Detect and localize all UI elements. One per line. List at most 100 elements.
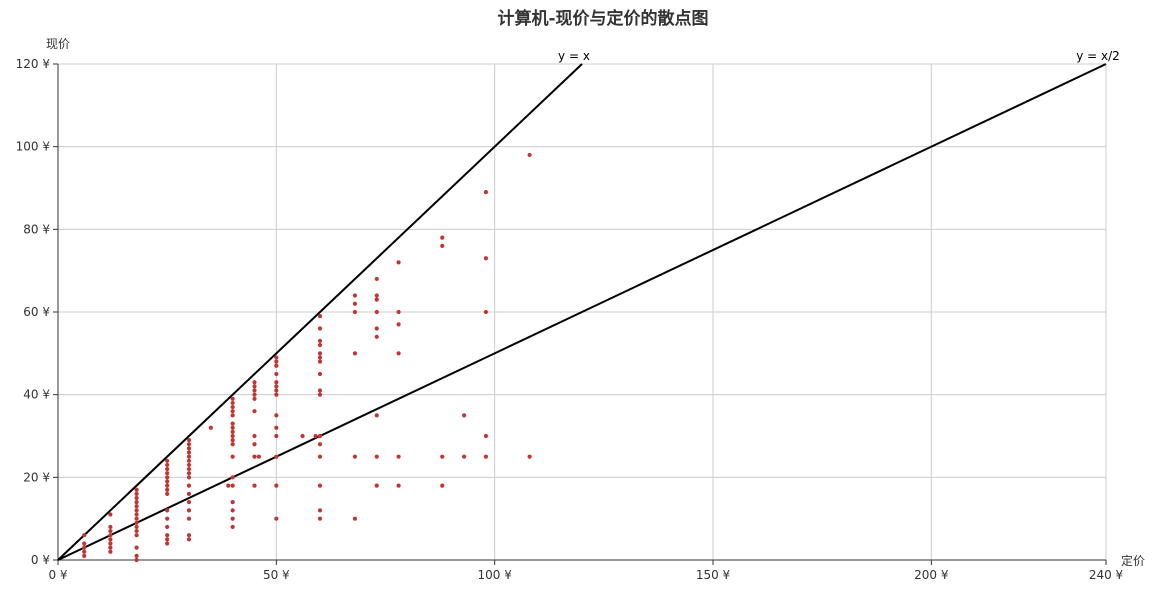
x-tick-label: 0 ¥ [48,568,67,582]
data-point [317,371,323,377]
data-point [317,359,323,364]
data-point [82,549,87,554]
data-point [374,297,379,302]
data-point [274,363,279,368]
data-point [82,553,87,558]
data-point [82,545,87,550]
data-point [230,404,235,410]
data-point [317,392,323,397]
data-point [230,413,235,418]
reference-lines: y = x y = x/2 [57,49,1120,561]
data-point [274,388,279,393]
data-point [186,454,192,459]
data-point [230,483,235,488]
data-point [374,483,379,488]
data-point [108,545,113,550]
data-point [374,454,379,459]
data-point [252,384,257,389]
data-point [352,293,358,298]
data-point [374,276,379,282]
data-point [108,541,113,546]
data-point [352,301,358,306]
data-point [374,293,379,298]
data-point [108,537,113,542]
data-point [352,516,358,521]
y-tick-label: 0 ¥ [31,553,50,567]
data-point [527,152,532,158]
data-point [134,520,139,525]
data-point [82,533,87,538]
chart-title: 计算机-现价与定价的散点图 [497,8,708,29]
data-point [186,500,192,505]
data-point [134,553,139,558]
data-point [252,380,257,385]
data-point [165,491,170,496]
data-point [82,541,87,546]
data-point [186,462,192,468]
x-tick-label: 150 ¥ [696,568,731,582]
data-point [252,396,257,401]
data-point [134,545,139,550]
data-point [134,516,139,521]
data-point [165,537,170,542]
data-point [396,483,401,488]
data-point [252,483,257,488]
data-point [317,433,323,439]
data-point [317,342,323,348]
data-point [396,454,401,459]
data-point [317,314,323,319]
data-point [186,491,192,496]
data-point [440,235,445,240]
data-point [134,500,139,505]
data-point [274,425,279,430]
x-tick-label: 100 ¥ [477,568,512,582]
x-axis-label: 定价 [1121,553,1145,568]
data-point [252,409,257,414]
data-point [230,508,235,513]
data-point [252,433,257,439]
data-point [462,413,467,418]
data-point [317,454,323,459]
data-point [274,516,279,521]
data-point [396,322,401,327]
data-point [313,433,318,439]
data-point [134,524,139,530]
data-point [252,388,257,393]
data-point [230,421,235,426]
data-point [230,396,235,401]
y-tick-label: 20 ¥ [23,470,50,484]
data-point [374,309,379,315]
data-point [483,190,489,195]
data-point [256,454,261,459]
data-point [165,483,170,488]
data-point [186,442,192,447]
data-point [165,475,170,480]
data-point [374,334,379,339]
y-axis-label: 现价 [46,37,70,51]
data-point [230,433,235,439]
data-point [165,462,170,468]
reference-line [57,63,583,561]
data-point [226,483,231,488]
data-point [252,392,257,397]
data-point [165,524,170,530]
y-tick-label: 100 ¥ [16,140,51,154]
data-point [396,351,401,356]
data-point [186,458,192,463]
data-point [186,537,192,542]
x-tick-label: 240 ¥ [1089,568,1124,582]
data-point [186,438,192,443]
data-point [252,442,257,447]
data-point [134,557,139,563]
data-point [274,371,279,377]
data-point [483,309,489,315]
y-tick-label: 40 ¥ [23,388,50,402]
data-point [374,413,379,418]
data-point [317,483,323,488]
data-point [186,471,192,476]
data-point [317,388,323,393]
data-point [483,256,489,261]
data-point [134,508,139,513]
data-point [108,524,113,530]
data-point [274,355,279,360]
